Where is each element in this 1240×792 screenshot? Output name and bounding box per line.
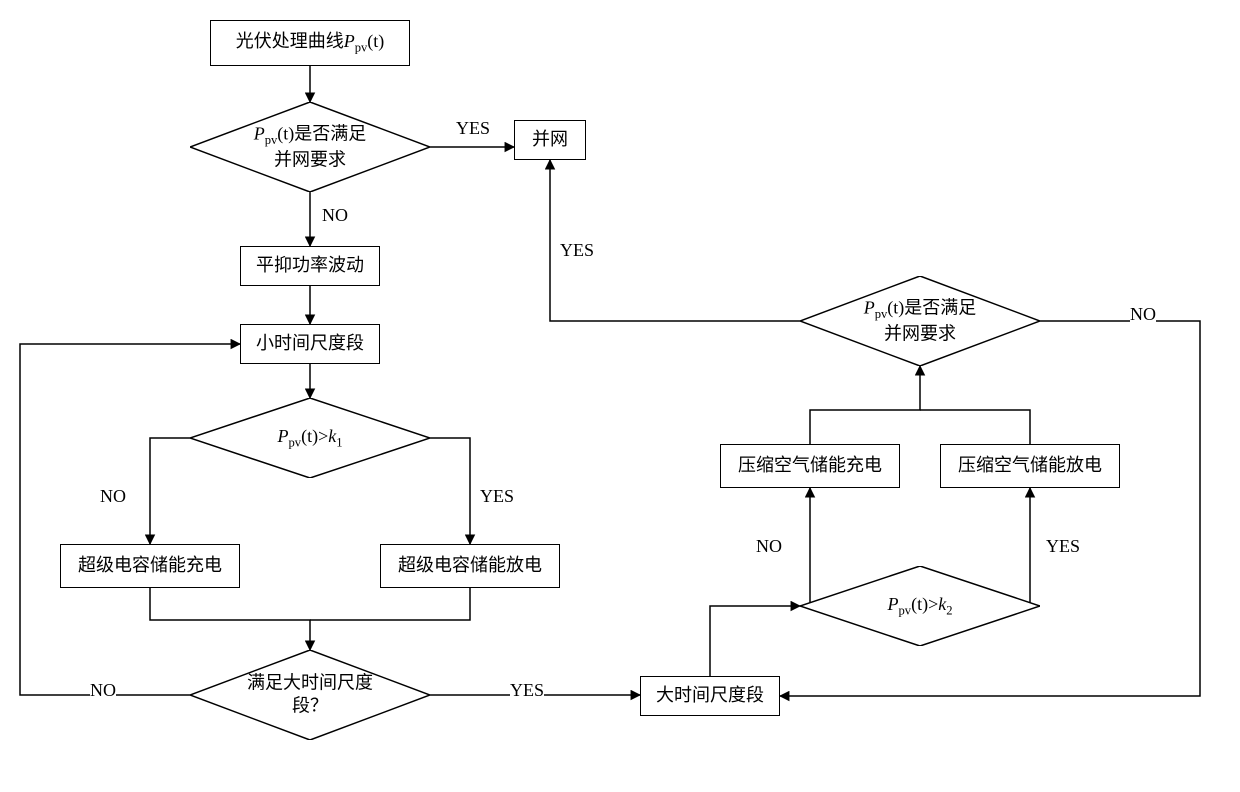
d1-label: Ppv(t)是否满足并网要求 bbox=[254, 122, 367, 171]
l_d3_no: NO bbox=[90, 680, 116, 701]
l_d2_yes: YES bbox=[480, 486, 514, 507]
d4-label: Ppv(t)>k2 bbox=[887, 593, 952, 619]
l_d1_no: NO bbox=[322, 205, 348, 226]
edge-5 bbox=[150, 438, 190, 544]
d3: 满足大时间尺度段？ bbox=[190, 650, 430, 740]
d4: Ppv(t)>k2 bbox=[800, 566, 1040, 646]
n9: 压缩空气储能放电 bbox=[940, 444, 1120, 488]
l_d3_yes: YES bbox=[510, 680, 544, 701]
n4-label: 小时间尺度段 bbox=[256, 332, 364, 355]
n5-label: 超级电容储能充电 bbox=[78, 554, 222, 577]
n1-label: 光伏处理曲线Ppv(t) bbox=[236, 30, 385, 56]
n6-label: 超级电容储能放电 bbox=[398, 554, 542, 577]
n8: 压缩空气储能充电 bbox=[720, 444, 900, 488]
l_d5_yes: YES bbox=[560, 240, 594, 261]
n7-label: 大时间尺度段 bbox=[656, 684, 764, 707]
edge-8 bbox=[310, 588, 470, 620]
edge-7 bbox=[150, 588, 310, 650]
d2: Ppv(t)>k1 bbox=[190, 398, 430, 478]
edge-14 bbox=[810, 366, 920, 444]
n3: 平抑功率波动 bbox=[240, 246, 380, 286]
edge-9 bbox=[20, 344, 240, 695]
d3-label: 满足大时间尺度段？ bbox=[247, 672, 373, 719]
l_d5_no: NO bbox=[1130, 304, 1156, 325]
l_d1_yes: YES bbox=[456, 118, 490, 139]
n4: 小时间尺度段 bbox=[240, 324, 380, 364]
n9-label: 压缩空气储能放电 bbox=[958, 454, 1102, 477]
edge-15 bbox=[920, 410, 1030, 444]
edge-11 bbox=[710, 606, 800, 676]
n3-label: 平抑功率波动 bbox=[256, 254, 364, 277]
n8-label: 压缩空气储能充电 bbox=[738, 454, 882, 477]
d1: Ppv(t)是否满足并网要求 bbox=[190, 102, 430, 192]
d5: Ppv(t)是否满足并网要求 bbox=[800, 276, 1040, 366]
edges-layer bbox=[0, 0, 1240, 792]
edge-6 bbox=[430, 438, 470, 544]
l_d4_no: NO bbox=[756, 536, 782, 557]
n2: 并网 bbox=[514, 120, 586, 160]
n6: 超级电容储能放电 bbox=[380, 544, 560, 588]
l_d4_yes: YES bbox=[1046, 536, 1080, 557]
d2-label: Ppv(t)>k1 bbox=[277, 425, 342, 451]
n7: 大时间尺度段 bbox=[640, 676, 780, 716]
n5: 超级电容储能充电 bbox=[60, 544, 240, 588]
n2-label: 并网 bbox=[532, 128, 568, 151]
l_d2_no: NO bbox=[100, 486, 126, 507]
d5-label: Ppv(t)是否满足并网要求 bbox=[864, 296, 977, 345]
n1: 光伏处理曲线Ppv(t) bbox=[210, 20, 410, 66]
